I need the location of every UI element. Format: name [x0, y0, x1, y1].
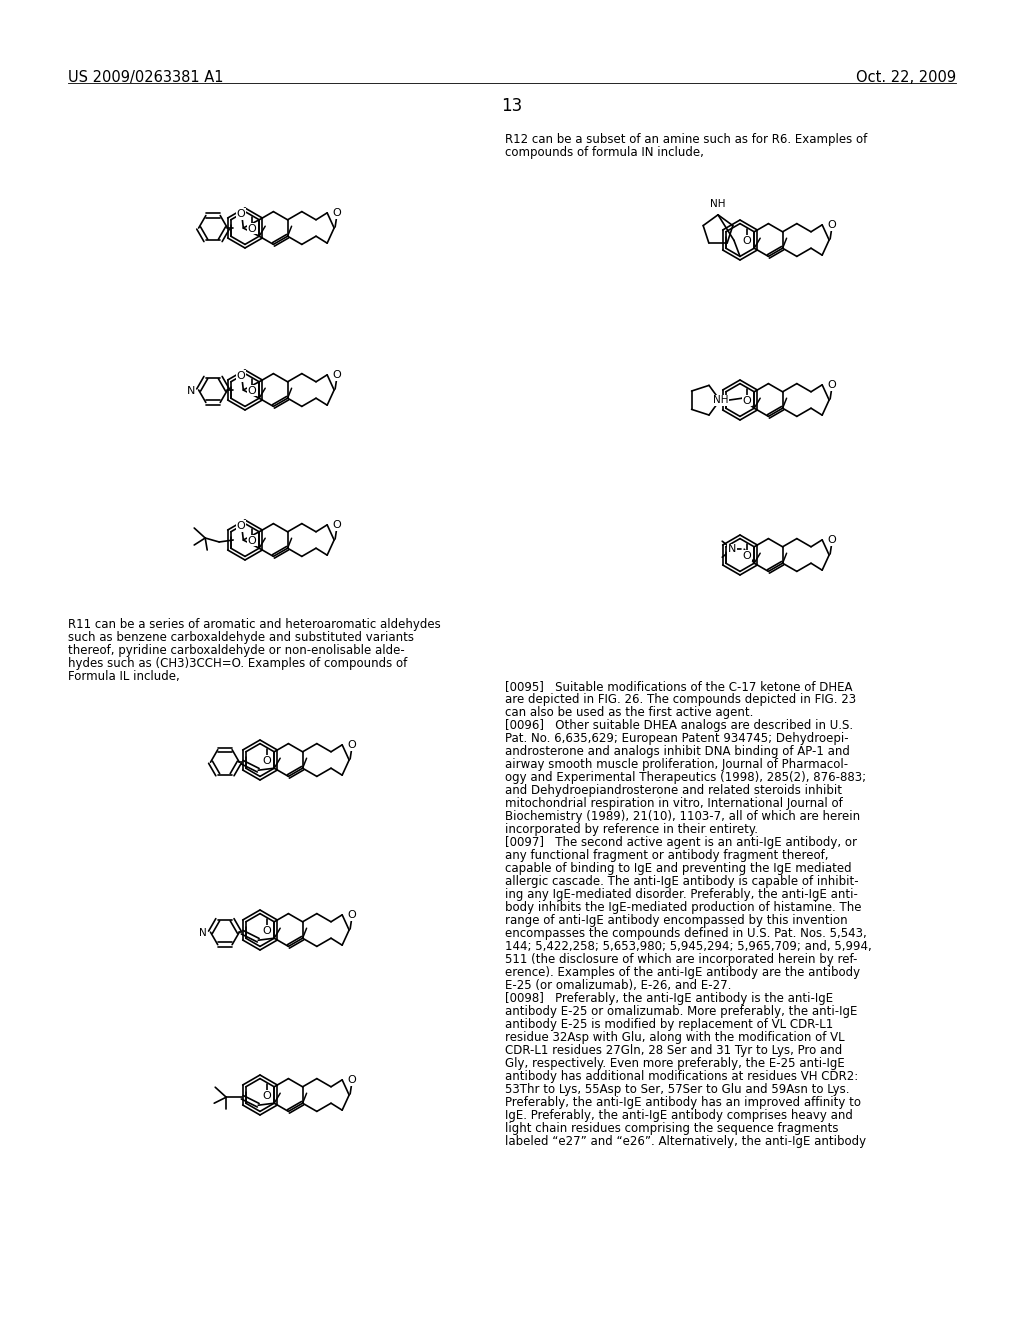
- Text: capable of binding to IgE and preventing the IgE mediated: capable of binding to IgE and preventing…: [505, 862, 852, 875]
- Text: Biochemistry (1989), 21(10), 1103-7, all of which are herein: Biochemistry (1989), 21(10), 1103-7, all…: [505, 810, 860, 822]
- Text: O: O: [237, 521, 246, 531]
- Text: [0095]   Suitable modifications of the C-17 ketone of DHEA: [0095] Suitable modifications of the C-1…: [505, 680, 853, 693]
- Text: body inhibits the IgE-mediated production of histamine. The: body inhibits the IgE-mediated productio…: [505, 902, 861, 913]
- Text: light chain residues comprising the sequence fragments: light chain residues comprising the sequ…: [505, 1122, 839, 1135]
- Text: O: O: [333, 370, 342, 380]
- Text: O: O: [237, 371, 246, 381]
- Text: and Dehydroepiandrosterone and related steroids inhibit: and Dehydroepiandrosterone and related s…: [505, 784, 842, 797]
- Text: mitochondrial respiration in vitro, International Journal of: mitochondrial respiration in vitro, Inte…: [505, 797, 843, 810]
- Text: O: O: [248, 385, 256, 396]
- Text: any functional fragment or antibody fragment thereof,: any functional fragment or antibody frag…: [505, 849, 828, 862]
- Text: antibody has additional modifications at residues VH CDR2:: antibody has additional modifications at…: [505, 1071, 858, 1082]
- Text: O: O: [742, 396, 752, 405]
- Text: such as benzene carboxaldehyde and substituted variants: such as benzene carboxaldehyde and subst…: [68, 631, 414, 644]
- Text: antibody E-25 is modified by replacement of VL CDR-L1: antibody E-25 is modified by replacement…: [505, 1018, 834, 1031]
- Text: thereof, pyridine carboxaldehyde or non-enolisable alde-: thereof, pyridine carboxaldehyde or non-…: [68, 644, 404, 657]
- Text: airway smooth muscle proliferation, Journal of Pharmacol-: airway smooth muscle proliferation, Jour…: [505, 758, 848, 771]
- Text: O: O: [333, 520, 342, 531]
- Text: Preferably, the anti-IgE antibody has an improved affinity to: Preferably, the anti-IgE antibody has an…: [505, 1096, 861, 1109]
- Text: IgE. Preferably, the anti-IgE antibody comprises heavy and: IgE. Preferably, the anti-IgE antibody c…: [505, 1109, 853, 1122]
- Text: residue 32Asp with Glu, along with the modification of VL: residue 32Asp with Glu, along with the m…: [505, 1031, 845, 1044]
- Text: O: O: [263, 925, 271, 936]
- Text: ogy and Experimental Therapeutics (1998), 285(2), 876-883;: ogy and Experimental Therapeutics (1998)…: [505, 771, 866, 784]
- Text: Gly, respectively. Even more preferably, the E-25 anti-IgE: Gly, respectively. Even more preferably,…: [505, 1057, 845, 1071]
- Text: R12 can be a subset of an amine such as for R6. Examples of: R12 can be a subset of an amine such as …: [505, 133, 867, 147]
- Text: E-25 (or omalizumab), E-26, and E-27.: E-25 (or omalizumab), E-26, and E-27.: [505, 979, 731, 993]
- Text: O: O: [348, 1074, 356, 1085]
- Text: are depicted in FIG. 26. The compounds depicted in FIG. 23: are depicted in FIG. 26. The compounds d…: [505, 693, 856, 706]
- Text: N: N: [199, 928, 207, 939]
- Text: N: N: [186, 385, 195, 396]
- Text: NH: NH: [714, 395, 729, 405]
- Text: Formula IL include,: Formula IL include,: [68, 671, 180, 682]
- Text: 511 (the disclosure of which are incorporated herein by ref-: 511 (the disclosure of which are incorpo…: [505, 953, 857, 966]
- Text: hydes such as (CH3)3CCH=O. Examples of compounds of: hydes such as (CH3)3CCH=O. Examples of c…: [68, 657, 408, 671]
- Text: Oct. 22, 2009: Oct. 22, 2009: [856, 70, 956, 84]
- Text: NH: NH: [711, 199, 726, 209]
- Text: O: O: [263, 1090, 271, 1101]
- Text: allergic cascade. The anti-IgE antibody is capable of inhibit-: allergic cascade. The anti-IgE antibody …: [505, 875, 859, 888]
- Text: O: O: [263, 755, 271, 766]
- Text: O: O: [348, 909, 356, 920]
- Text: O: O: [348, 741, 356, 750]
- Text: O: O: [742, 236, 752, 246]
- Text: O: O: [237, 209, 246, 219]
- Text: [0098]   Preferably, the anti-IgE antibody is the anti-IgE: [0098] Preferably, the anti-IgE antibody…: [505, 993, 834, 1005]
- Text: encompasses the compounds defined in U.S. Pat. Nos. 5,543,: encompasses the compounds defined in U.S…: [505, 927, 866, 940]
- Text: 53Thr to Lys, 55Asp to Ser, 57Ser to Glu and 59Asn to Lys.: 53Thr to Lys, 55Asp to Ser, 57Ser to Glu…: [505, 1082, 850, 1096]
- Text: labeled “e27” and “e26”. Alternatively, the anti-IgE antibody: labeled “e27” and “e26”. Alternatively, …: [505, 1135, 866, 1148]
- Text: 13: 13: [502, 96, 522, 115]
- Text: range of anti-IgE antibody encompassed by this invention: range of anti-IgE antibody encompassed b…: [505, 913, 848, 927]
- Text: O: O: [827, 380, 837, 389]
- Text: US 2009/0263381 A1: US 2009/0263381 A1: [68, 70, 223, 84]
- Text: incorporated by reference in their entirety.: incorporated by reference in their entir…: [505, 822, 758, 836]
- Text: antibody E-25 or omalizumab. More preferably, the anti-IgE: antibody E-25 or omalizumab. More prefer…: [505, 1005, 857, 1018]
- Text: CDR-L1 residues 27Gln, 28 Ser and 31 Tyr to Lys, Pro and: CDR-L1 residues 27Gln, 28 Ser and 31 Tyr…: [505, 1044, 843, 1057]
- Text: [0096]   Other suitable DHEA analogs are described in U.S.: [0096] Other suitable DHEA analogs are d…: [505, 719, 853, 733]
- Text: O: O: [248, 223, 256, 234]
- Text: N: N: [728, 544, 736, 554]
- Text: can also be used as the first active agent.: can also be used as the first active age…: [505, 706, 754, 719]
- Text: R11 can be a series of aromatic and heteroaromatic aldehydes: R11 can be a series of aromatic and hete…: [68, 618, 440, 631]
- Text: [0097]   The second active agent is an anti-IgE antibody, or: [0097] The second active agent is an ant…: [505, 836, 857, 849]
- Text: Pat. No. 6,635,629; European Patent 934745; Dehydroepi-: Pat. No. 6,635,629; European Patent 9347…: [505, 733, 849, 744]
- Text: O: O: [827, 220, 837, 230]
- Text: O: O: [742, 550, 752, 561]
- Text: O: O: [827, 535, 837, 545]
- Text: 144; 5,422,258; 5,653,980; 5,945,294; 5,965,709; and, 5,994,: 144; 5,422,258; 5,653,980; 5,945,294; 5,…: [505, 940, 871, 953]
- Text: O: O: [333, 209, 342, 218]
- Text: ing any IgE-mediated disorder. Preferably, the anti-IgE anti-: ing any IgE-mediated disorder. Preferabl…: [505, 888, 858, 902]
- Text: androsterone and analogs inhibit DNA binding of AP-1 and: androsterone and analogs inhibit DNA bin…: [505, 744, 850, 758]
- Text: compounds of formula IN include,: compounds of formula IN include,: [505, 147, 703, 158]
- Text: O: O: [248, 536, 256, 545]
- Text: erence). Examples of the anti-IgE antibody are the antibody: erence). Examples of the anti-IgE antibo…: [505, 966, 860, 979]
